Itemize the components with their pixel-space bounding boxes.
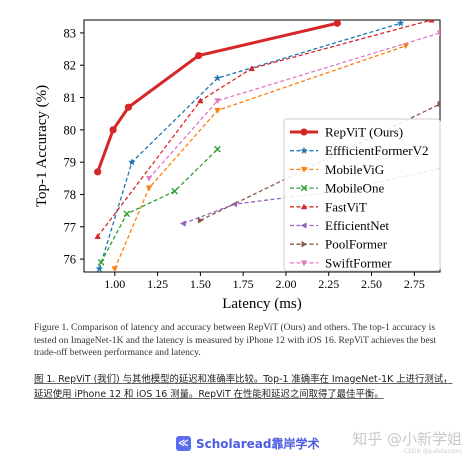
- data-point-effficientformerv2: [95, 264, 104, 272]
- legend-marker-poolformer: [301, 240, 308, 248]
- data-point-poolformer: [197, 217, 204, 224]
- data-point-repvit-ours: [94, 168, 102, 176]
- legend-marker-efficientnet: [300, 222, 307, 229]
- legend-label-efficientnet: EfficientNet: [325, 218, 389, 233]
- x-tick-label: 1.25: [147, 277, 168, 291]
- data-point-swiftformer: [436, 30, 440, 37]
- data-point-mobilevig: [214, 107, 221, 114]
- data-point-effficientformerv2: [396, 20, 405, 27]
- watermark: 知乎 @小新学姐 CSDN @pabdaxxxn: [352, 430, 462, 456]
- y-tick-label: 83: [64, 26, 77, 40]
- figure-caption: Figure 1. Comparison of latency and accu…: [34, 322, 437, 358]
- data-point-swiftformer: [145, 175, 153, 182]
- x-tick-label: 1.50: [190, 277, 211, 291]
- x-tick-label: 2.25: [318, 277, 339, 291]
- legend-marker-mobileone: [300, 184, 308, 192]
- x-tick-label: 2.00: [275, 277, 296, 291]
- data-point-repvit-ours: [109, 126, 117, 134]
- series-line-swiftformer: [148, 32, 440, 179]
- legend-marker-swiftformer: [300, 260, 308, 267]
- data-point-fastvit: [197, 97, 204, 104]
- y-tick-label: 78: [64, 188, 77, 202]
- data-point-efficientnet: [179, 220, 186, 227]
- data-point-repvit-ours: [124, 103, 133, 111]
- y-tick-label: 77: [64, 220, 77, 234]
- legend-label-mobilevig: MobileViG: [325, 162, 384, 177]
- y-tick-label: 76: [64, 253, 77, 267]
- data-point-mobileone: [97, 259, 105, 266]
- data-point-effficientformerv2: [213, 74, 222, 82]
- legend-marker-fastvit: [300, 203, 308, 210]
- zhihu-watermark: 知乎 @小新学姐: [352, 430, 462, 448]
- legend-label-repvit-ours: RepViT (Ours): [325, 125, 403, 140]
- data-point-repvit-ours: [195, 51, 203, 60]
- data-point-effficientformerv2: [128, 158, 136, 166]
- data-point-mobilevig: [145, 185, 153, 192]
- data-point-fastvit: [248, 65, 255, 71]
- legend-label-poolformer: PoolFormer: [325, 237, 388, 252]
- csdn-watermark: CSDN @pabdaxxxn: [403, 448, 462, 455]
- series-line-mobileone: [100, 148, 218, 263]
- legend-marker-repvit-ours: [300, 128, 308, 136]
- series-line-fastvit: [97, 20, 432, 237]
- x-tick-label: 2.75: [404, 277, 425, 291]
- series-line-mobilevig: [114, 45, 406, 270]
- y-tick-label: 82: [64, 59, 77, 73]
- data-point-poolformer: [437, 100, 440, 108]
- data-point-mobilevig: [111, 266, 119, 272]
- data-point-fastvit: [428, 20, 435, 23]
- scholaread-brand[interactable]: ≪ Scholaread靠岸学术: [176, 434, 320, 452]
- chinese-caption: 图 1. RepViT (我们) 与其他模型的延迟和准确率比较。Top-1 准确…: [34, 374, 453, 400]
- legend-box: [283, 118, 441, 272]
- x-tick-label: 1.00: [104, 277, 125, 291]
- legend-label-mobileone: MobileOne: [325, 181, 384, 196]
- chart: 1.00 1.25 1.50 1.75 2.00 2.25 2.50 2.75 76 77 78 79…: [34, 19, 441, 312]
- series-line-effficientformerv2: [98, 22, 401, 269]
- legend-label-fastvit: FastViT: [325, 199, 367, 214]
- y-tick-label: 80: [64, 123, 77, 137]
- legend-marker-effficientformerv2: [300, 146, 308, 155]
- brand-text: Scholaread靠岸学术: [196, 436, 320, 451]
- data-point-mobileone: [171, 187, 179, 195]
- y-tick-label: 81: [64, 91, 77, 105]
- legend-marker-mobilevig: [300, 166, 308, 173]
- legend-label-effficientformerv2: EffficientFormerV2: [325, 143, 429, 158]
- data-point-mobileone: [123, 210, 131, 218]
- y-tick-label: 79: [64, 156, 77, 170]
- x-tick-label: 1.75: [233, 277, 254, 291]
- y-axis-label: Top-1 Accuracy (%): [34, 85, 50, 207]
- data-point-mobilevig: [402, 43, 409, 50]
- x-axis-label: Latency (ms): [222, 296, 302, 312]
- data-point-mobileone: [214, 145, 221, 153]
- legend-label-swiftformer: SwiftFormer: [325, 255, 392, 270]
- scholaread-logo-icon: ≪: [176, 435, 191, 451]
- data-point-swiftformer: [214, 98, 221, 105]
- data-point-repvit-ours: [333, 20, 341, 27]
- data-point-fastvit: [94, 233, 101, 239]
- x-tick-label: 2.50: [361, 277, 382, 291]
